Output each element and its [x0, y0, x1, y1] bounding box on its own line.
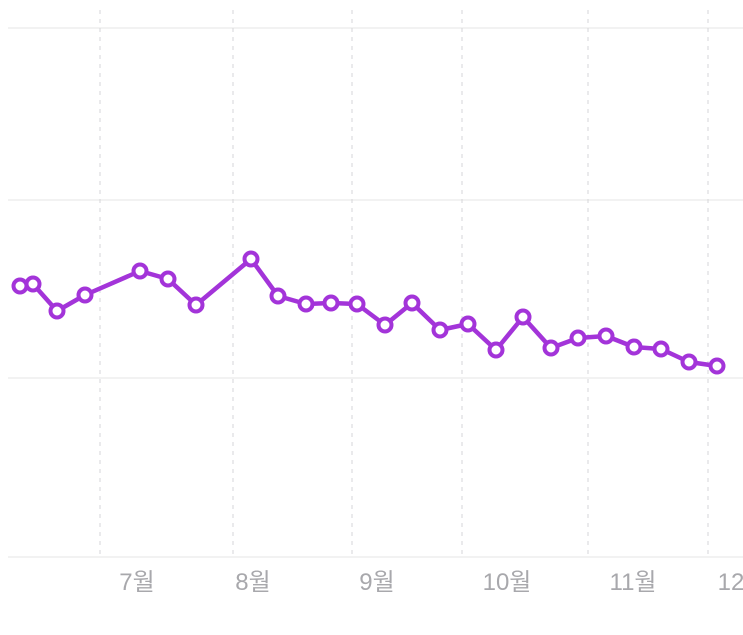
x-axis-label: 12 — [718, 569, 743, 596]
data-point-marker[interactable] — [297, 295, 315, 313]
data-point-marker[interactable] — [76, 286, 94, 304]
series-layer — [11, 250, 726, 375]
data-point-marker[interactable] — [680, 353, 698, 371]
x-axis-labels: 7월 8월 9월 10월 11월 12 — [119, 569, 743, 596]
data-point-marker[interactable] — [569, 329, 587, 347]
x-axis-label: 9월 — [359, 569, 394, 596]
x-axis-label: 8월 — [235, 569, 270, 596]
data-point-marker[interactable] — [487, 341, 505, 359]
data-point-marker[interactable] — [269, 287, 287, 305]
x-axis-label: 10월 — [483, 569, 532, 596]
data-point-marker[interactable] — [625, 338, 643, 356]
data-point-marker[interactable] — [187, 296, 205, 314]
data-point-marker[interactable] — [431, 321, 449, 339]
data-point-marker[interactable] — [11, 277, 29, 295]
data-point-marker[interactable] — [652, 340, 670, 358]
data-point-marker[interactable] — [459, 315, 477, 333]
data-point-marker[interactable] — [514, 308, 532, 326]
grid-layer — [8, 10, 743, 558]
data-point-marker[interactable] — [348, 295, 366, 313]
data-point-marker[interactable] — [24, 275, 42, 293]
data-point-marker[interactable] — [48, 302, 66, 320]
data-point-marker[interactable] — [708, 357, 726, 375]
data-point-marker[interactable] — [131, 262, 149, 280]
data-point-marker[interactable] — [542, 339, 560, 357]
data-point-marker[interactable] — [322, 294, 340, 312]
x-axis-label: 7월 — [119, 569, 154, 596]
data-point-marker[interactable] — [403, 294, 421, 312]
data-point-marker[interactable] — [376, 316, 394, 334]
data-point-marker[interactable] — [597, 327, 615, 345]
trend-line — [17, 256, 720, 369]
data-point-marker[interactable] — [242, 250, 260, 268]
x-axis-label: 11월 — [610, 569, 657, 596]
data-point-marker[interactable] — [159, 270, 177, 288]
